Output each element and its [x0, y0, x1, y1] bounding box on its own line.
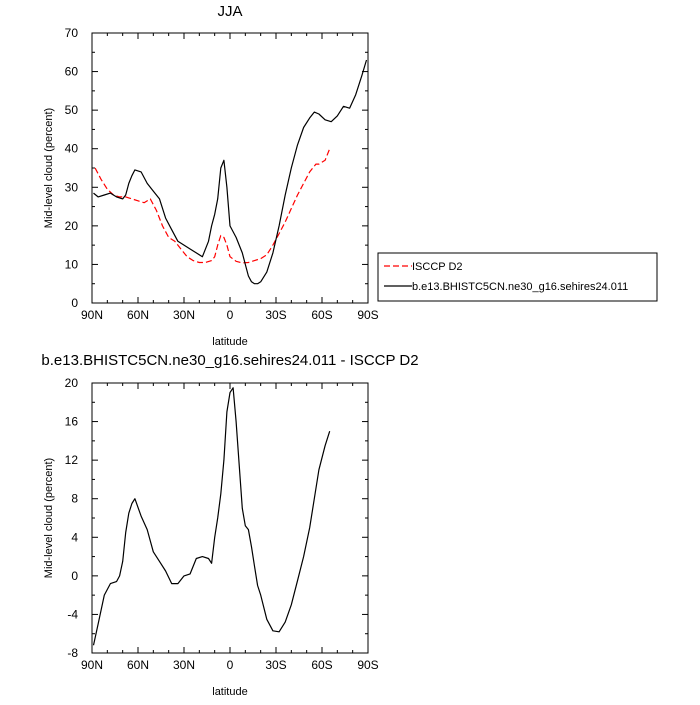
chart2-xtick-label: 90S — [357, 658, 378, 672]
chart2-ytick-label: 8 — [71, 492, 78, 506]
chart2-ylabel: Mid-level cloud (percent) — [43, 458, 55, 578]
chart2-ytick-label: 16 — [65, 415, 79, 429]
chart2-ytick-label: 0 — [71, 569, 78, 583]
chart1-series-2-line — [93, 59, 368, 285]
chart1-ytick-label: 50 — [65, 103, 79, 117]
chart1-xtick-label: 90N — [81, 308, 103, 322]
chart1-ytick-label: 60 — [65, 65, 79, 79]
chart1-xlabel: latitude — [212, 336, 247, 348]
chart1-title: JJA — [217, 3, 242, 20]
chart2-xtick-label: 90N — [81, 658, 103, 672]
chart1-ytick-label: 70 — [65, 26, 79, 40]
chart2-ytick-label: -8 — [67, 646, 78, 660]
chart2-ytick-label: 4 — [71, 530, 78, 544]
chart2-ytick-label: 12 — [65, 453, 79, 467]
legend-label-1: ISCCP D2 — [412, 261, 463, 273]
chart2-xtick-label: 0 — [227, 658, 234, 672]
chart2-frame — [91, 382, 369, 654]
chart1-ytick-label: 30 — [65, 180, 79, 194]
chart2-xtick-label: 60S — [311, 658, 332, 672]
legend-label-2: b.e13.BHISTC5CN.ne30_g16.sehires24.011 — [412, 281, 628, 293]
chart2-ytick-label: 20 — [65, 376, 79, 390]
chart1-xtick-label: 30N — [173, 308, 195, 322]
chart2-xtick-label: 30S — [265, 658, 286, 672]
legend-box — [377, 252, 658, 302]
chart1-xtick-label: 60N — [127, 308, 149, 322]
chart2-xtick-label: 30N — [173, 658, 195, 672]
chart1-xtick-label: 0 — [227, 308, 234, 322]
chart2-xtick-label: 60N — [127, 658, 149, 672]
chart2-title: b.e13.BHISTC5CN.ne30_g16.sehires24.011 -… — [41, 352, 418, 369]
chart1-ytick-label: 40 — [65, 142, 79, 156]
chart1-xtick-label: 90S — [357, 308, 378, 322]
chart1-frame — [91, 32, 369, 304]
chart1-ylabel: Mid-level cloud (percent) — [43, 108, 55, 228]
chart1-xtick-label: 60S — [311, 308, 332, 322]
chart2-xlabel: latitude — [212, 686, 247, 698]
chart1-ytick-label: 10 — [65, 257, 79, 271]
chart1-ytick-label: 0 — [71, 296, 78, 310]
chart1-ytick-label: 20 — [65, 219, 79, 233]
chart2-ytick-label: -4 — [67, 607, 78, 621]
chart1-series-1-line — [94, 148, 331, 264]
chart2-series-1-line — [92, 387, 331, 646]
chart1-xtick-label: 30S — [265, 308, 286, 322]
